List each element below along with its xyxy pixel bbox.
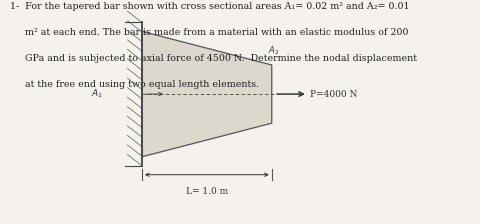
Text: P=4000 N: P=4000 N	[310, 90, 357, 99]
Text: m² at each end. The bar is made from a material with an elastic modulus of 200: m² at each end. The bar is made from a m…	[10, 28, 407, 37]
Text: L= 1.0 m: L= 1.0 m	[185, 187, 228, 196]
Text: $A_2$: $A_2$	[268, 45, 279, 57]
Text: $A_1$: $A_1$	[91, 88, 103, 100]
Text: 1-  For the tapered bar shown with cross sectional areas A₁= 0.02 m² and A₂= 0.0: 1- For the tapered bar shown with cross …	[10, 2, 408, 11]
Text: GPa and is subjected to axial force of 4500 N.  Determine the nodal displacement: GPa and is subjected to axial force of 4…	[10, 54, 416, 63]
Text: at the free end using two equal length elements.: at the free end using two equal length e…	[10, 80, 258, 88]
Polygon shape	[142, 31, 271, 157]
